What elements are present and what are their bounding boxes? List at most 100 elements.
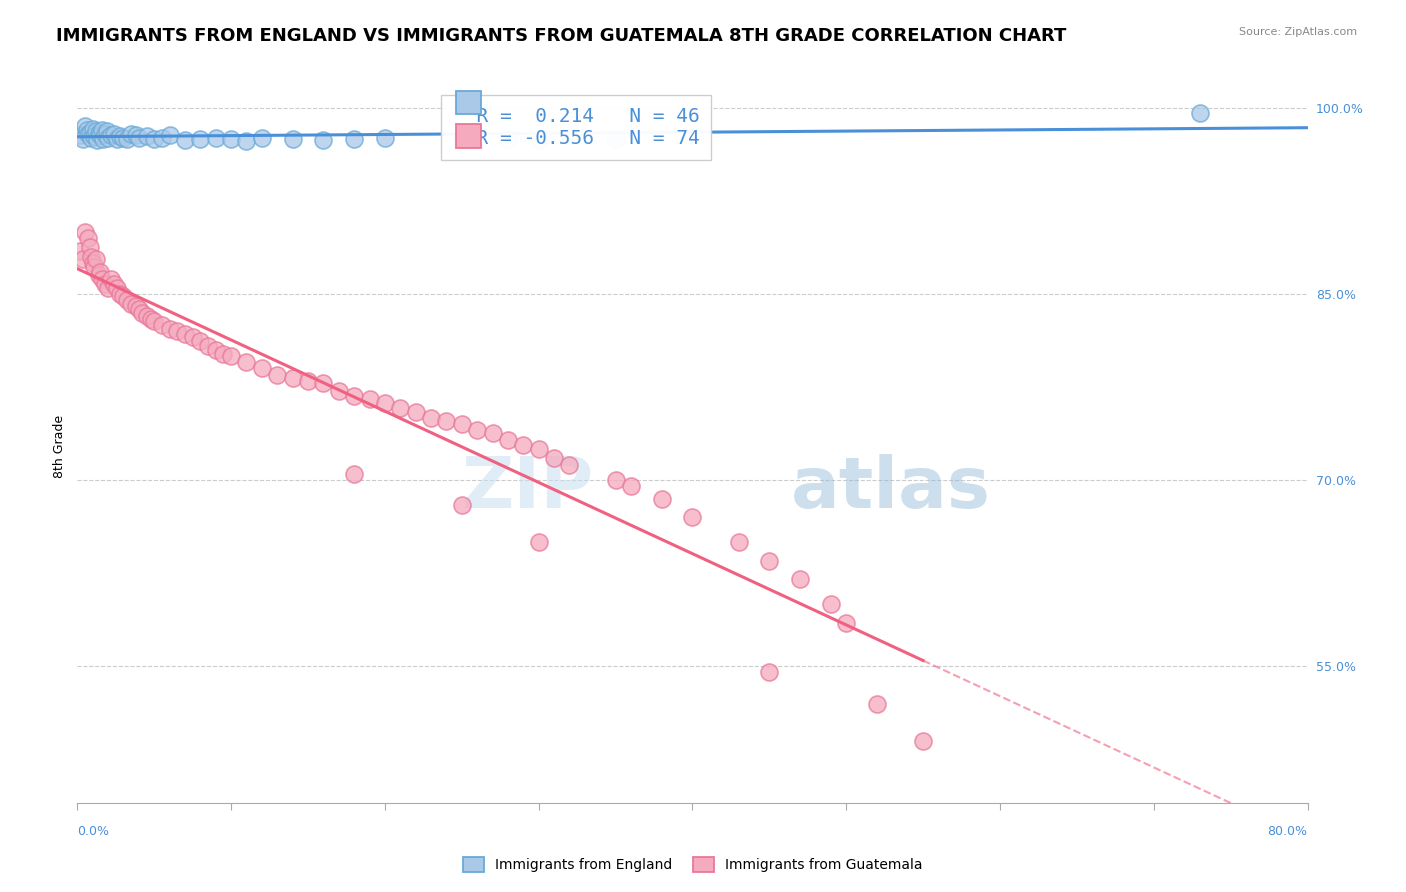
Point bbox=[97, 281, 120, 295]
Point bbox=[87, 268, 110, 283]
Point bbox=[190, 132, 212, 146]
Point bbox=[125, 299, 148, 313]
Point bbox=[651, 491, 673, 506]
Point bbox=[543, 450, 565, 465]
Point bbox=[83, 129, 105, 144]
Point bbox=[159, 128, 181, 142]
Point bbox=[605, 473, 627, 487]
Point bbox=[141, 311, 163, 326]
Point bbox=[359, 392, 381, 407]
Point bbox=[436, 413, 458, 427]
Point bbox=[77, 127, 100, 141]
Point bbox=[219, 349, 242, 363]
Point bbox=[343, 132, 366, 146]
Point bbox=[620, 479, 643, 493]
Text: R =  0.214   N = 46
  R = -0.556   N = 74: R = 0.214 N = 46 R = -0.556 N = 74 bbox=[453, 107, 699, 148]
Point bbox=[131, 305, 153, 319]
Point bbox=[80, 130, 103, 145]
Point bbox=[450, 133, 472, 147]
Point bbox=[235, 355, 257, 369]
Point bbox=[110, 129, 132, 144]
Point bbox=[374, 396, 396, 410]
Point bbox=[143, 132, 166, 146]
Point bbox=[405, 405, 427, 419]
Point bbox=[420, 411, 443, 425]
Point bbox=[605, 132, 627, 146]
Point bbox=[72, 132, 94, 146]
Point bbox=[212, 346, 235, 360]
Point bbox=[496, 434, 519, 448]
Point bbox=[86, 133, 108, 147]
Text: ZIP: ZIP bbox=[461, 454, 595, 524]
Point bbox=[512, 438, 534, 452]
Point bbox=[80, 250, 103, 264]
Point bbox=[128, 301, 150, 316]
Point bbox=[389, 401, 412, 416]
Point bbox=[281, 132, 304, 146]
Y-axis label: 8th Grade: 8th Grade bbox=[53, 415, 66, 477]
Point bbox=[250, 130, 273, 145]
Point bbox=[758, 554, 780, 568]
Point bbox=[120, 297, 142, 311]
Text: 80.0%: 80.0% bbox=[1268, 825, 1308, 838]
Point bbox=[115, 132, 138, 146]
Point bbox=[93, 132, 115, 146]
Point bbox=[76, 123, 98, 137]
Point bbox=[450, 417, 472, 432]
Point bbox=[135, 310, 157, 324]
Point bbox=[100, 272, 122, 286]
Point bbox=[97, 130, 120, 145]
Point bbox=[77, 231, 100, 245]
Point bbox=[912, 733, 935, 747]
Point bbox=[481, 425, 503, 440]
Point bbox=[100, 128, 122, 142]
Point bbox=[84, 252, 107, 267]
Point bbox=[197, 339, 219, 353]
Point bbox=[1188, 105, 1211, 120]
Point bbox=[866, 697, 889, 711]
Point bbox=[496, 132, 519, 146]
Point bbox=[297, 374, 319, 388]
Point bbox=[103, 277, 125, 291]
Point bbox=[82, 256, 104, 270]
Point bbox=[682, 510, 704, 524]
Point bbox=[120, 127, 142, 141]
Point bbox=[266, 368, 288, 382]
Point bbox=[174, 326, 197, 341]
Point bbox=[84, 124, 107, 138]
Point bbox=[73, 120, 96, 134]
Point bbox=[69, 128, 91, 142]
Point bbox=[115, 293, 138, 308]
Point bbox=[103, 127, 125, 141]
Point bbox=[312, 133, 335, 147]
Point bbox=[79, 126, 101, 140]
Point bbox=[128, 130, 150, 145]
Point bbox=[527, 133, 550, 147]
Point bbox=[125, 128, 148, 142]
Point bbox=[312, 376, 335, 391]
Point bbox=[835, 615, 858, 630]
Text: 0.0%: 0.0% bbox=[77, 825, 110, 838]
Point bbox=[143, 314, 166, 328]
Point bbox=[235, 134, 257, 148]
Point bbox=[83, 260, 105, 274]
Point bbox=[150, 130, 173, 145]
FancyBboxPatch shape bbox=[457, 124, 481, 148]
Point bbox=[90, 123, 114, 137]
Point bbox=[727, 535, 749, 549]
Legend: Immigrants from England, Immigrants from Guatemala: Immigrants from England, Immigrants from… bbox=[457, 852, 928, 878]
Point bbox=[190, 334, 212, 348]
Point bbox=[112, 289, 135, 303]
Text: IMMIGRANTS FROM ENGLAND VS IMMIGRANTS FROM GUATEMALA 8TH GRADE CORRELATION CHART: IMMIGRANTS FROM ENGLAND VS IMMIGRANTS FR… bbox=[56, 27, 1067, 45]
Point bbox=[87, 126, 110, 140]
Point bbox=[181, 330, 204, 344]
Point bbox=[94, 277, 117, 291]
Point bbox=[150, 318, 173, 332]
Point bbox=[90, 272, 114, 286]
Point bbox=[219, 132, 242, 146]
Point bbox=[105, 132, 128, 146]
Point bbox=[328, 384, 350, 398]
Point bbox=[204, 130, 226, 145]
Point bbox=[73, 225, 96, 239]
Point bbox=[89, 265, 111, 279]
